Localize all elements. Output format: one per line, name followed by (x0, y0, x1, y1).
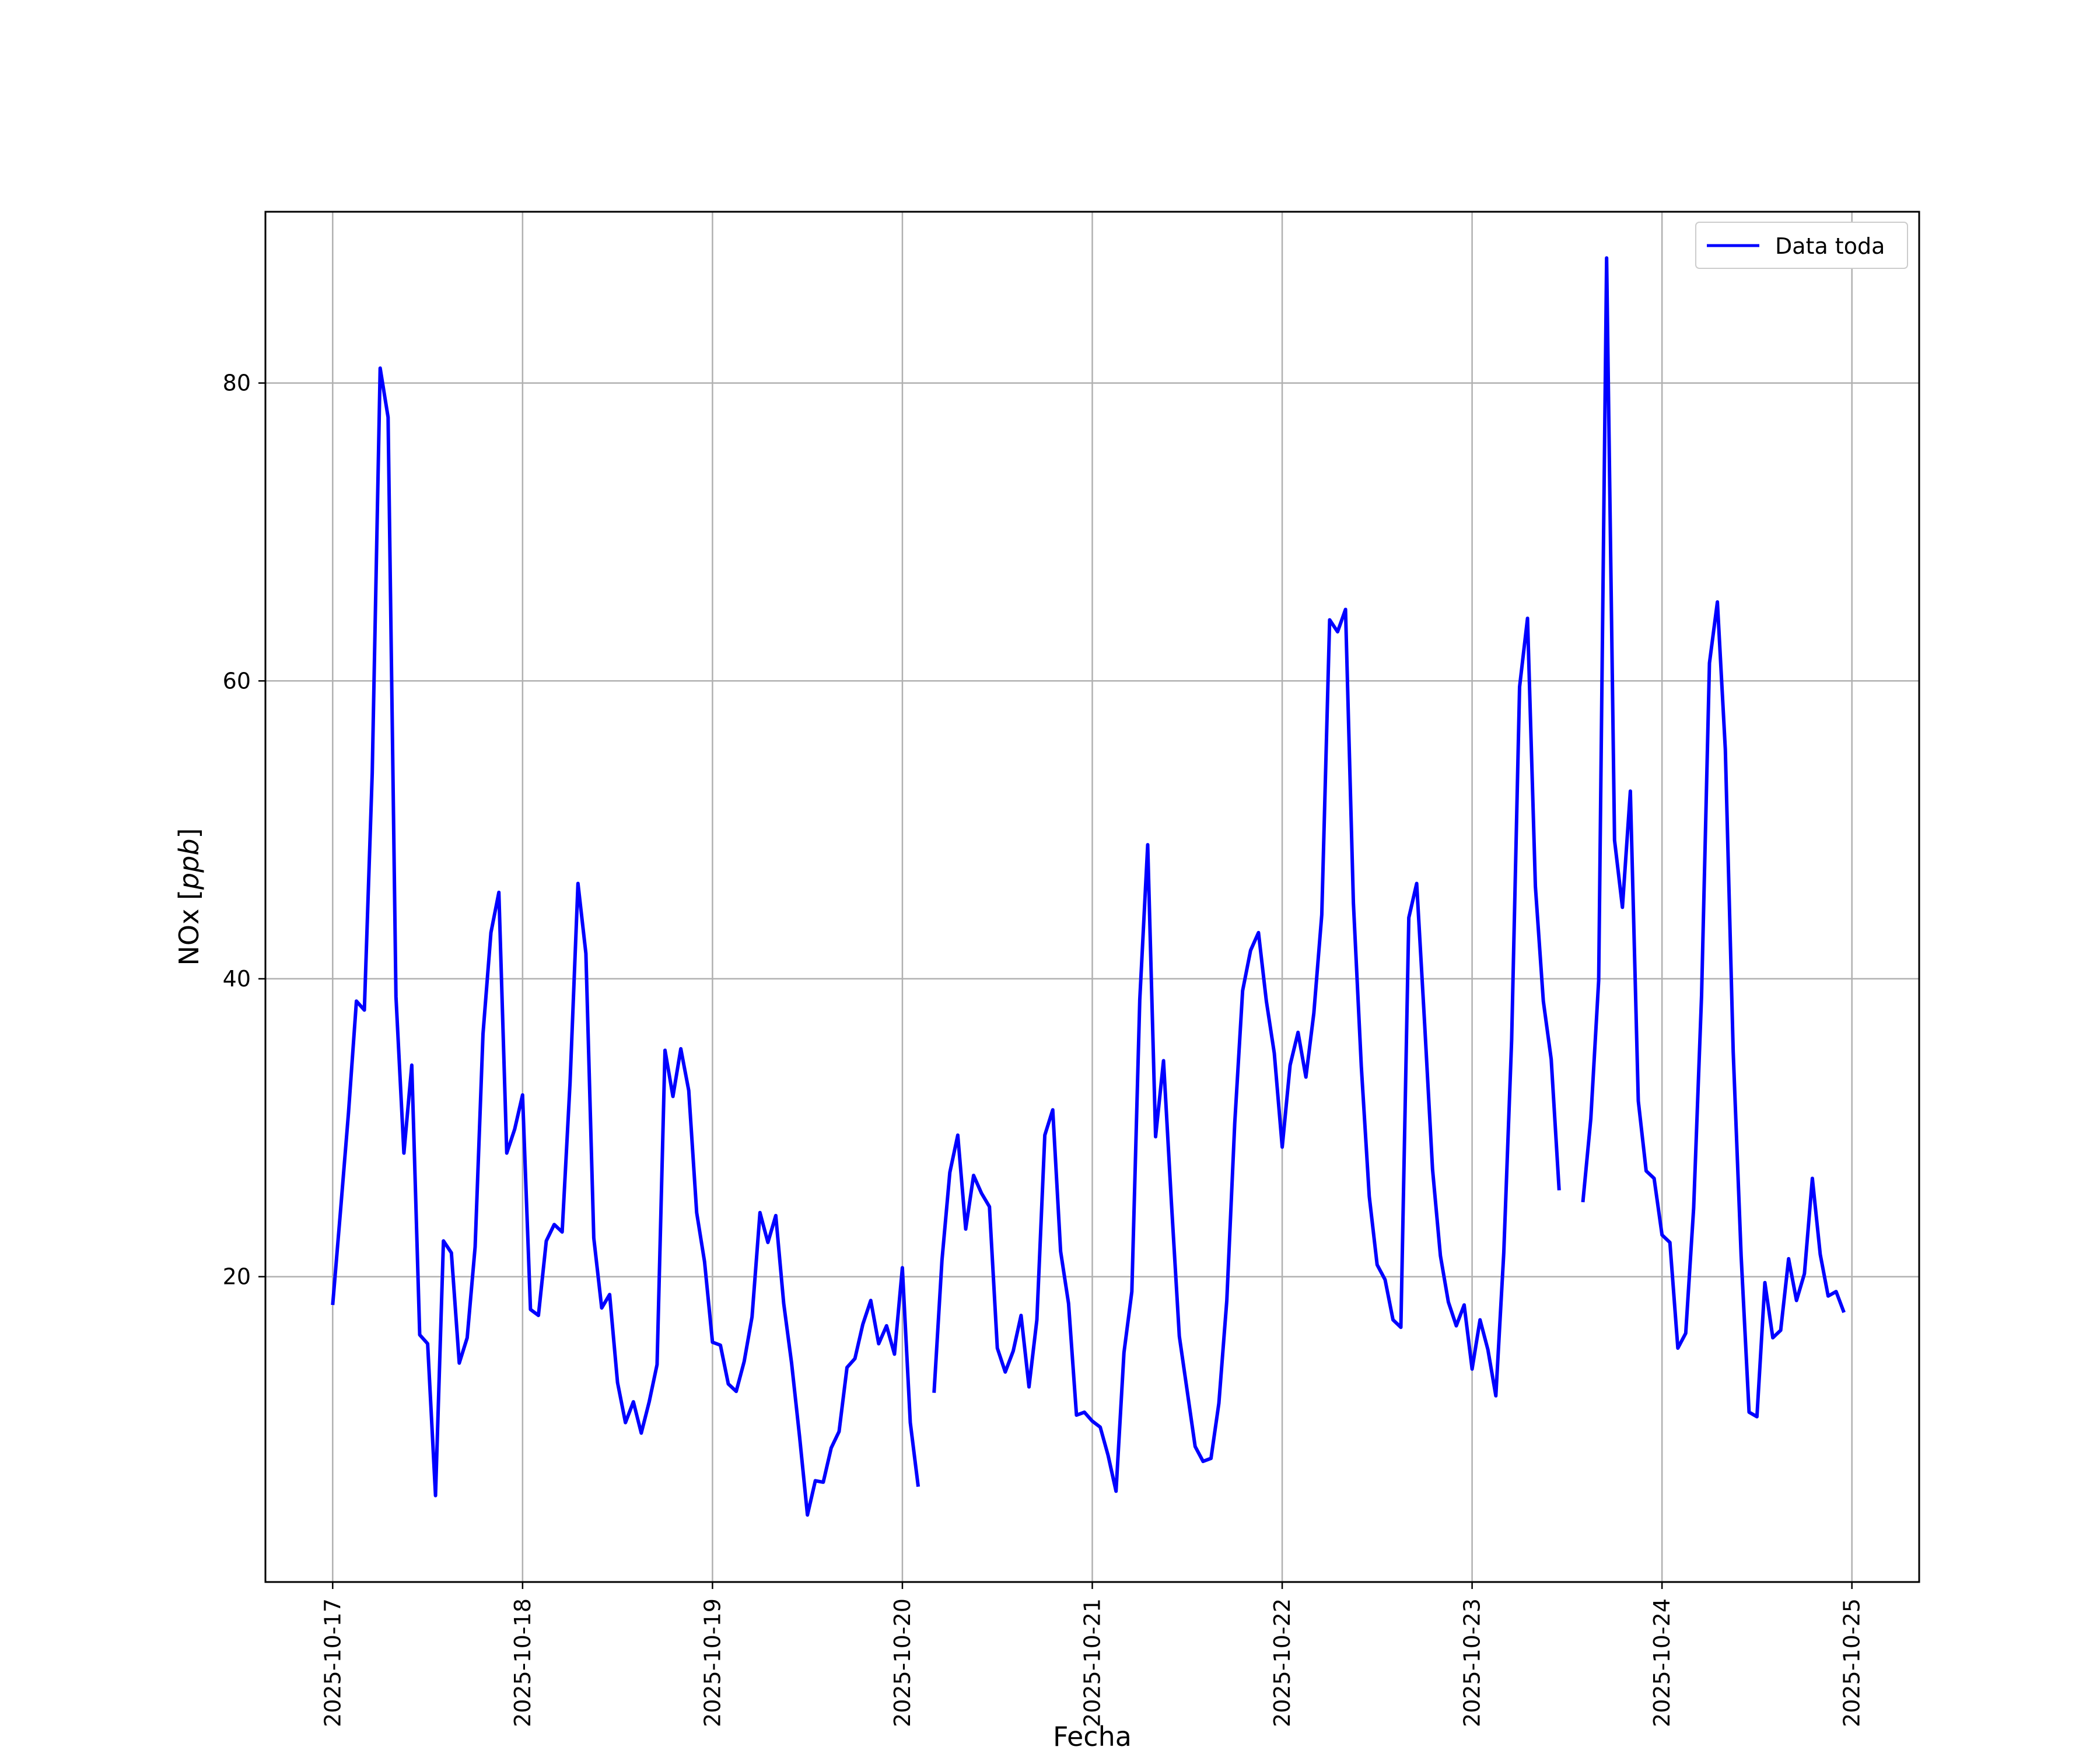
series-layer (331, 256, 1846, 1517)
y-axis-label-unit: ppb (173, 838, 205, 890)
x-tick-label: 2025-10-24 (1649, 1598, 1675, 1727)
x-tick-label: 2025-10-23 (1460, 1598, 1485, 1727)
y-tick-label: 80 (223, 370, 251, 396)
legend-label: Data toda (1775, 233, 1885, 259)
series-line-segment (331, 366, 921, 1517)
grid (265, 212, 1919, 1582)
x-tick-label: 2025-10-19 (699, 1598, 725, 1727)
legend-box (1695, 222, 1908, 269)
x-tick-label: 2025-10-22 (1269, 1598, 1295, 1727)
x-tick-label: 2025-10-20 (890, 1598, 915, 1727)
x-tick-label: 2025-10-21 (1080, 1598, 1105, 1727)
x-axis-ticks: 2025-10-17 2025-10-18 2025-10-19 2025-10-20… (320, 1582, 1865, 1727)
y-axis-label-name: NOx (173, 909, 205, 966)
x-tick-label: 2025-10-25 (1839, 1598, 1865, 1727)
y-tick-label: 40 (223, 966, 251, 992)
x-tick-label: 2025-10-18 (510, 1598, 536, 1727)
y-tick-label: 20 (223, 1264, 251, 1290)
x-axis-label: Fecha (1053, 1721, 1132, 1750)
y-axis-label: NOx [ppb] (173, 828, 205, 966)
legend: Data toda (1695, 222, 1908, 269)
x-tick-label: 2025-10-17 (320, 1598, 345, 1727)
series-line-segment (932, 607, 1561, 1493)
y-tick-label: 60 (223, 668, 251, 694)
series-line-segment (1581, 256, 1846, 1419)
y-axis-ticks: 20 40 60 80 (223, 370, 265, 1290)
